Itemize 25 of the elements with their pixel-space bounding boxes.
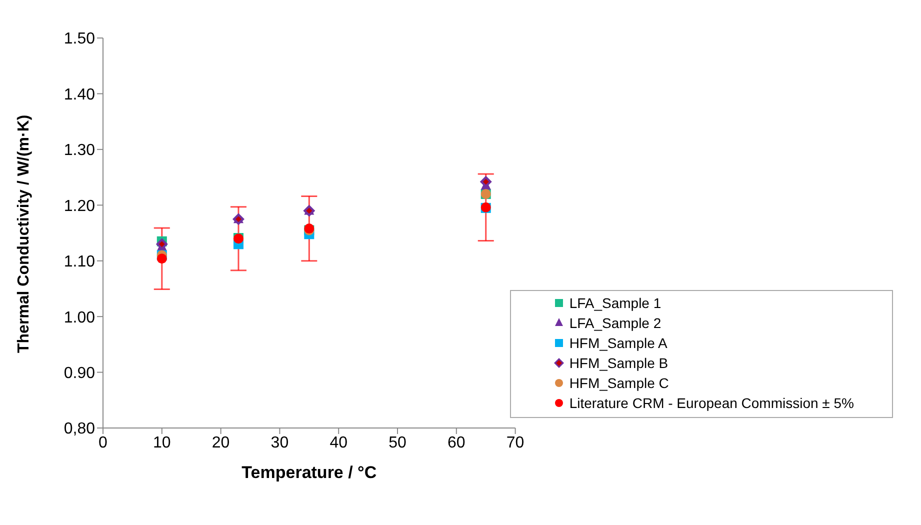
x-tick-label: 70 [506,434,524,452]
x-tick-label: 60 [448,434,466,452]
point [156,254,167,264]
legend-label: Literature CRM - European Commission ± 5% [569,395,854,411]
y-tick-label: 0.90 [64,364,96,382]
x-tick-label: 50 [388,434,407,452]
x-tick-label: 30 [270,434,289,452]
x-axis-title: Temperature / °C [242,463,377,482]
y-tick-label: 0,80 [64,420,96,438]
x-tick-label: 40 [330,434,348,452]
y-tick-label: 1.50 [64,30,96,48]
x-tick-label: 20 [212,434,230,452]
legend-label: HFM_Sample C [569,375,669,391]
y-tick-label: 1.30 [64,142,96,160]
x-tick-label: 10 [153,434,171,452]
legend-label: LFA_Sample 1 [569,295,662,311]
legend-label: HFM_Sample B [569,355,668,371]
x-tick-label: 0 [98,434,108,452]
y-tick-label: 1.10 [64,254,96,271]
legend-label: HFM_Sample A [569,335,668,351]
y-tick-label: 1.40 [64,86,96,104]
y-tick-label: 1.00 [64,309,96,326]
y-axis-title: Thermal Conductivity / W/(m·K) [16,114,33,353]
y-tick-label: 1.20 [64,198,96,215]
legend-label: LFA_Sample 2 [569,315,662,331]
